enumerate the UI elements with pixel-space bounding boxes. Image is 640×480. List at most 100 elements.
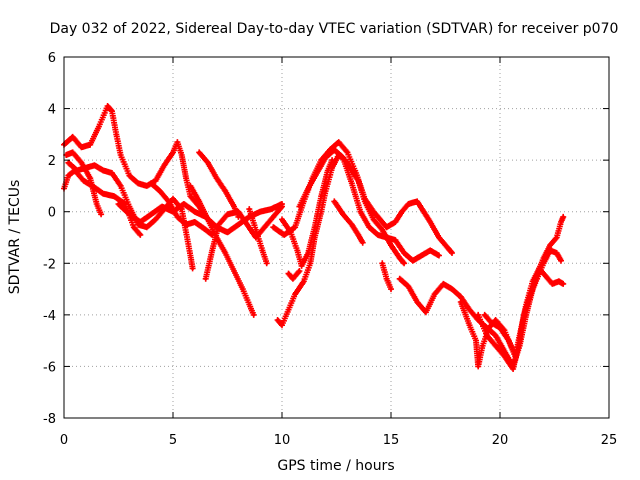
data-point <box>487 326 491 330</box>
data-point <box>197 150 201 155</box>
data-point <box>433 292 437 296</box>
data-point <box>127 212 131 216</box>
data-point <box>476 313 480 317</box>
data-point <box>191 266 195 271</box>
data-point <box>428 248 432 252</box>
data-point <box>223 189 227 193</box>
data-point <box>297 269 302 273</box>
data-point <box>437 253 441 258</box>
data-point <box>110 171 114 175</box>
series-trace-8 <box>187 182 257 318</box>
data-point <box>561 215 565 219</box>
data-point <box>106 104 110 108</box>
series-trace-21 <box>481 311 519 360</box>
data-point <box>422 210 426 214</box>
data-point <box>313 225 317 229</box>
data-point <box>555 235 559 240</box>
data-point <box>64 153 68 157</box>
data-point <box>95 202 99 206</box>
series-trace-17 <box>379 260 394 293</box>
data-point <box>528 292 533 296</box>
data-point <box>476 364 480 369</box>
data-point <box>280 204 284 209</box>
data-point <box>73 168 77 173</box>
data-point <box>441 282 445 286</box>
x-tick-label: 25 <box>601 433 618 448</box>
data-point <box>367 225 371 229</box>
data-point <box>326 168 330 173</box>
data-point <box>371 210 376 214</box>
series-trace-9 <box>202 203 285 282</box>
data-point <box>265 261 269 265</box>
series-trace-16 <box>331 198 366 246</box>
data-point <box>337 140 341 144</box>
y-tick-label: 0 <box>48 206 56 221</box>
y-axis-label: SDTVAR / TECUs <box>7 180 23 295</box>
data-point <box>90 184 94 188</box>
data-point <box>511 367 515 371</box>
x-axis-label: GPS time / hours <box>277 458 394 474</box>
y-tick-labels: -8 -6 -4 -2 0 2 4 6 <box>43 51 56 427</box>
data-point <box>123 202 127 206</box>
data-point <box>280 323 284 327</box>
data-point <box>502 354 506 358</box>
data-point <box>232 204 236 209</box>
data-point <box>97 125 101 129</box>
data-point <box>215 176 219 180</box>
data-point <box>282 233 286 237</box>
data-point <box>424 310 428 314</box>
data-point <box>171 197 175 201</box>
series-trace-10 <box>246 206 270 267</box>
data-point <box>160 204 164 209</box>
data-point <box>153 217 158 222</box>
plot-frame <box>63 56 610 419</box>
data-point <box>101 168 105 173</box>
data-point <box>522 313 526 317</box>
data-point <box>184 223 188 227</box>
data-point <box>286 308 291 312</box>
data-point <box>286 272 291 276</box>
data-point <box>193 210 197 214</box>
data-point <box>180 153 184 157</box>
data-point <box>302 279 306 283</box>
data-point <box>450 287 454 291</box>
data-point <box>415 300 419 304</box>
data-point <box>332 199 336 203</box>
data-point <box>66 174 70 178</box>
data-point <box>555 251 559 255</box>
data-point <box>428 220 432 224</box>
data-point <box>225 230 230 234</box>
data-point <box>114 132 118 136</box>
data-point <box>356 233 360 237</box>
data-point <box>480 344 485 348</box>
data-point <box>419 253 424 258</box>
data-point <box>319 194 323 198</box>
data-point <box>188 194 193 198</box>
data-point <box>236 223 240 227</box>
data-point <box>271 215 275 219</box>
series-trace-14 <box>296 146 442 264</box>
data-point <box>376 233 380 237</box>
data-point <box>132 225 136 229</box>
data-point <box>341 212 345 216</box>
series-trace-13 <box>270 139 455 256</box>
data-point <box>153 179 158 183</box>
data-point <box>119 184 123 188</box>
data-point <box>241 287 245 291</box>
data-point <box>300 264 304 268</box>
x-tick-label: 20 <box>492 433 509 448</box>
series-trace-12 <box>285 268 303 282</box>
data-point <box>544 274 548 278</box>
data-point <box>389 287 393 291</box>
data-point <box>398 256 402 260</box>
data-point <box>459 300 463 304</box>
data-point <box>254 228 258 232</box>
data-layer <box>61 103 567 372</box>
data-point <box>171 150 175 155</box>
data-point <box>110 109 114 113</box>
data-point <box>494 344 498 348</box>
data-point <box>341 155 345 160</box>
x-tick-label: 0 <box>60 433 68 448</box>
data-point <box>371 217 376 222</box>
data-point <box>354 171 358 175</box>
